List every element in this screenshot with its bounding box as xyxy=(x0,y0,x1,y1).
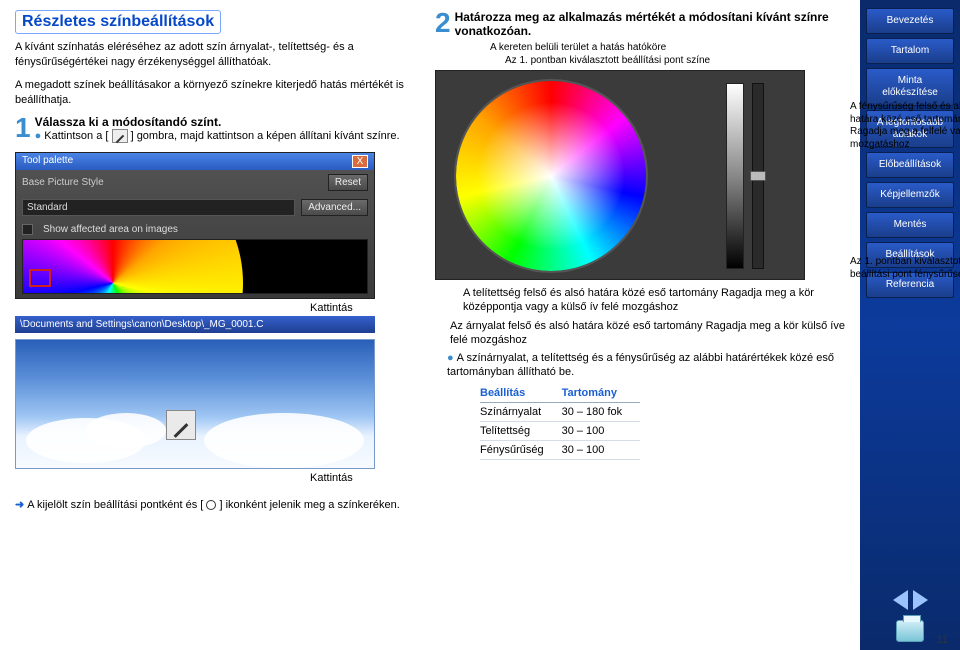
base-style-label: Base Picture Style xyxy=(22,177,104,188)
eyedropper-cursor-icon xyxy=(166,410,196,440)
luminosity-slider-handle[interactable] xyxy=(750,171,766,181)
step-1-text: ●Kattintson a [ ] gombra, majd kattintso… xyxy=(15,129,415,144)
step-2-number: 2 xyxy=(435,10,451,35)
sidebar-item-presets[interactable]: Előbeállítások xyxy=(866,152,954,178)
table-row: Színárnyalat30 – 180 fok xyxy=(480,402,640,421)
path-bar: \Documents and Settings\canon\Desktop\_M… xyxy=(15,316,375,333)
color-wheel-panel[interactable] xyxy=(435,70,805,280)
sidebar-item-intro[interactable]: Bevezetés xyxy=(866,8,954,34)
print-icon[interactable] xyxy=(896,620,924,642)
sidebar-item-contents[interactable]: Tartalom xyxy=(866,38,954,64)
close-icon[interactable]: X xyxy=(352,155,368,168)
bullet-icon: ● xyxy=(447,352,454,364)
click-label-2: Kattintás xyxy=(310,472,415,484)
click-label-1: Kattintás xyxy=(310,302,415,314)
bullet-icon: ● xyxy=(35,130,42,142)
footnote: ➜A kijelölt szín beállítási pontként és … xyxy=(15,498,415,511)
eyedropper-icon xyxy=(112,129,128,143)
advanced-button[interactable]: Advanced... xyxy=(301,199,368,216)
tool-palette: Tool palette X Base Picture Style Reset … xyxy=(15,152,375,299)
page-number: 11 xyxy=(937,634,948,646)
table-header-range: Tartomány xyxy=(562,384,641,403)
sidebar-item-save[interactable]: Mentés xyxy=(866,212,954,238)
table-row: Telítettség30 – 100 xyxy=(480,421,640,440)
page-title: Részletes színbeállítások xyxy=(15,10,221,34)
callout-luminosity: A fénysűrűség felső és alsó határa közé … xyxy=(850,101,960,151)
step-1-heading: Válassza ki a módosítandó színt. xyxy=(15,115,415,129)
sidebar-item-imagechar[interactable]: Képjellemzők xyxy=(866,182,954,208)
show-affected-checkbox[interactable] xyxy=(22,224,33,235)
hue-note: Az árnyalat felső és alsó határa közé es… xyxy=(450,319,845,348)
palette-title: Tool palette xyxy=(22,155,73,168)
saturation-note: A telítettség felső és alsó határa közé … xyxy=(463,286,845,315)
range-table: Beállítás Tartomány Színárnyalat30 – 180… xyxy=(480,384,640,460)
luminosity-strip[interactable] xyxy=(726,83,744,269)
base-style-field[interactable]: Standard xyxy=(22,199,295,216)
intro-1: A kívánt színhatás eléréséhez az adott s… xyxy=(15,40,415,70)
hue-preview xyxy=(22,239,368,294)
show-affected-label: Show affected area on images xyxy=(43,224,178,235)
arrow-icon: ➜ xyxy=(15,499,24,511)
reset-button[interactable]: Reset xyxy=(328,174,368,191)
table-row: Fénysűrűség30 – 100 xyxy=(480,440,640,459)
table-header-setting: Beállítás xyxy=(480,384,562,403)
limits-note: ●A színárnyalat, a telítettség és a fény… xyxy=(447,351,845,380)
image-preview[interactable] xyxy=(15,339,375,469)
intro-2: A megadott színek beállításakor a környe… xyxy=(15,78,415,108)
ring-icon xyxy=(206,500,216,510)
prev-page-icon[interactable] xyxy=(893,590,908,610)
lead-line-2: Az 1. pontban kiválasztott beállítási po… xyxy=(505,55,845,66)
step-2-heading: Határozza meg az alkalmazás mértékét a m… xyxy=(435,10,845,38)
lead-line-1: A kereten belüli terület a hatás hatókör… xyxy=(490,42,845,53)
step-1-number: 1 xyxy=(15,115,31,140)
next-page-icon[interactable] xyxy=(913,590,928,610)
callout-point: Az 1. pontban kiválasztott beállítási po… xyxy=(850,256,960,288)
eyedropper-tool[interactable] xyxy=(29,269,51,287)
sidebar: Bevezetés Tartalom Minta előkészítése A … xyxy=(860,0,960,650)
